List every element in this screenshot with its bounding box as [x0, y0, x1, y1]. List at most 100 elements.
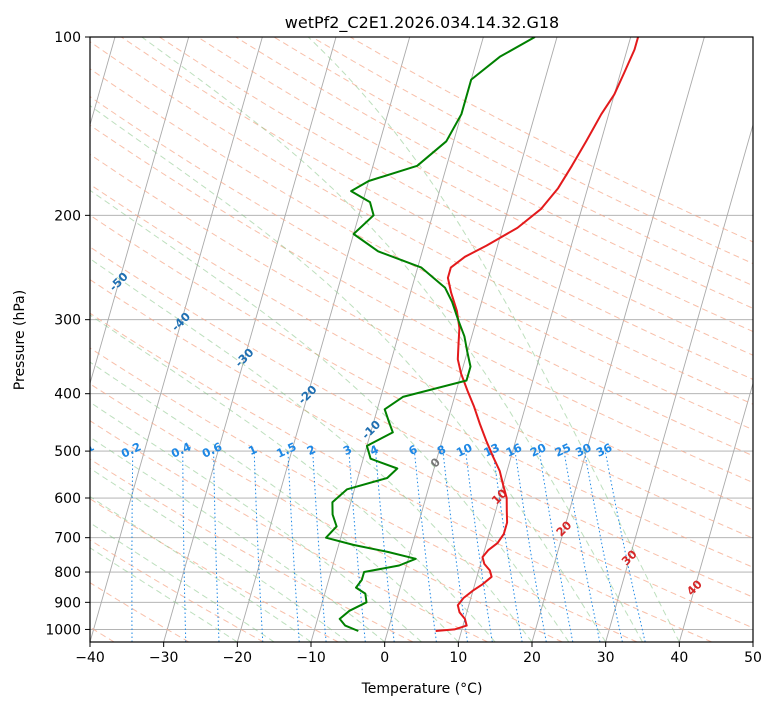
- dry-adiabat: [90, 312, 712, 642]
- isotherm-line: [752, 640, 753, 642]
- dry-adiabat: [121, 37, 753, 380]
- mixing-ratio-line: [213, 451, 220, 642]
- y-tick-label: 1000: [45, 622, 81, 638]
- x-tick-label: −30: [149, 650, 179, 666]
- isotherm-line: [384, 37, 558, 642]
- isotherm-label: -20: [295, 382, 320, 407]
- mixing-ratio-line: [584, 451, 623, 642]
- moist-adiabat: [90, 105, 607, 642]
- dry-adiabats: [90, 37, 753, 642]
- mixing-ratio-label: 6: [406, 442, 419, 458]
- chart-title: wetPf2_C2E1.2026.034.14.32.G18: [285, 13, 559, 33]
- pressure-gridlines: [90, 37, 753, 630]
- y-axis-ticks: 1000 900 800 700 600 500 400 300 200 100: [45, 30, 90, 638]
- dry-adiabat: [90, 153, 753, 511]
- y-tick-label: 200: [54, 208, 81, 224]
- mixing-ratio-label: 8: [435, 442, 448, 458]
- mixing-ratio-label: 20: [528, 440, 548, 459]
- dry-adiabat: [90, 539, 264, 642]
- isotherm-line: [531, 37, 705, 642]
- moist-adiabat: [90, 314, 496, 642]
- dry-adiabat: [90, 214, 753, 568]
- moist-adiabat: [90, 258, 533, 642]
- y-tick-label: 400: [54, 387, 81, 403]
- mixing-ratio-label: 30: [573, 440, 593, 459]
- moist-adiabat: [90, 189, 570, 642]
- moist-adiabat: [90, 522, 275, 642]
- dry-adiabat: [90, 383, 563, 642]
- mixing-ratio-line: [131, 451, 134, 642]
- x-tick-label: 0: [380, 650, 389, 666]
- x-axis-ticks: −40 −30 −20 −10 0 10 20 30 40 50: [75, 642, 762, 666]
- moist-adiabat: [90, 401, 422, 642]
- dry-adiabat: [90, 498, 339, 642]
- dry-adiabat: [90, 41, 753, 405]
- mixing-ratio-label: 16: [504, 440, 524, 459]
- isotherm-line: [457, 37, 632, 642]
- moist-adiabat: [307, 37, 680, 642]
- mixing-ratio-label: 13: [481, 440, 501, 459]
- mixing-ratio-label: 3: [341, 442, 354, 458]
- mixing-ratio-line: [538, 451, 574, 642]
- x-axis-label: Temperature (°C): [361, 681, 483, 697]
- mixing-ratio-line: [375, 451, 395, 642]
- moist-adiabat: [90, 436, 386, 642]
- mixing-ratio-line: [442, 451, 468, 642]
- mixing-ratio-line: [514, 451, 547, 642]
- moist-adiabat: [141, 37, 643, 642]
- isotherm-label: 40: [684, 577, 705, 598]
- dry-adiabat: [90, 347, 638, 642]
- isotherm-label: -70: [0, 185, 7, 210]
- dry-adiabat: [90, 246, 753, 598]
- y-tick-label: 900: [54, 595, 81, 611]
- dry-adiabat: [197, 37, 753, 333]
- mixing-ratio-line: [348, 451, 366, 642]
- y-tick-label: 700: [54, 531, 81, 547]
- x-tick-label: 10: [449, 650, 467, 666]
- dewpoint-profile: [325, 37, 536, 632]
- dry-adiabat: [273, 37, 753, 287]
- mixing-ratio-label: 0.2: [119, 439, 143, 460]
- dry-adiabat: [90, 68, 753, 431]
- mixing-ratio-line: [563, 451, 601, 642]
- mixing-ratio-line: [413, 451, 437, 642]
- dry-adiabat: [90, 420, 488, 642]
- isotherm-label: 30: [619, 547, 640, 568]
- mixing-ratio-lines: [82, 451, 646, 642]
- dry-adiabat: [90, 582, 190, 642]
- isotherm-line: [163, 37, 337, 642]
- moist-adiabat: [90, 496, 312, 642]
- mixing-ratio-line: [465, 451, 493, 642]
- dry-adiabat: [90, 279, 753, 629]
- isotherm-label: 20: [553, 518, 574, 539]
- x-tick-label: 40: [670, 650, 688, 666]
- mixing-ratio-line: [492, 451, 523, 642]
- isotherm-line: [678, 381, 753, 642]
- x-tick-label: 20: [523, 650, 541, 666]
- mixing-ratio-label: 0.4: [169, 439, 193, 460]
- y-tick-label: 600: [54, 491, 81, 507]
- mixing-ratio-label: 36: [594, 440, 614, 459]
- moist-adiabat: [90, 547, 238, 642]
- dry-adiabat: [349, 37, 753, 243]
- mixing-ratio-label: 1.5: [274, 439, 298, 460]
- isotherm-lines: [90, 37, 753, 642]
- mixing-ratio-line: [287, 451, 300, 642]
- mixing-ratio-label: 2: [305, 442, 318, 458]
- y-tick-label: 100: [54, 30, 81, 46]
- plot-frame: [89, 36, 754, 643]
- moist-adiabats: [90, 37, 680, 642]
- mixing-ratio-line: [82, 451, 86, 642]
- dry-adiabat: [90, 458, 414, 642]
- isotherm-line: [605, 123, 753, 642]
- isotherm-label: -40: [169, 309, 194, 334]
- y-tick-label: 300: [54, 313, 81, 329]
- moist-adiabat: [90, 361, 459, 642]
- x-tick-label: −40: [75, 650, 105, 666]
- x-tick-label: −20: [223, 650, 253, 666]
- dry-adiabat: [90, 124, 753, 484]
- x-tick-label: −10: [296, 650, 326, 666]
- moist-adiabat: [90, 467, 349, 642]
